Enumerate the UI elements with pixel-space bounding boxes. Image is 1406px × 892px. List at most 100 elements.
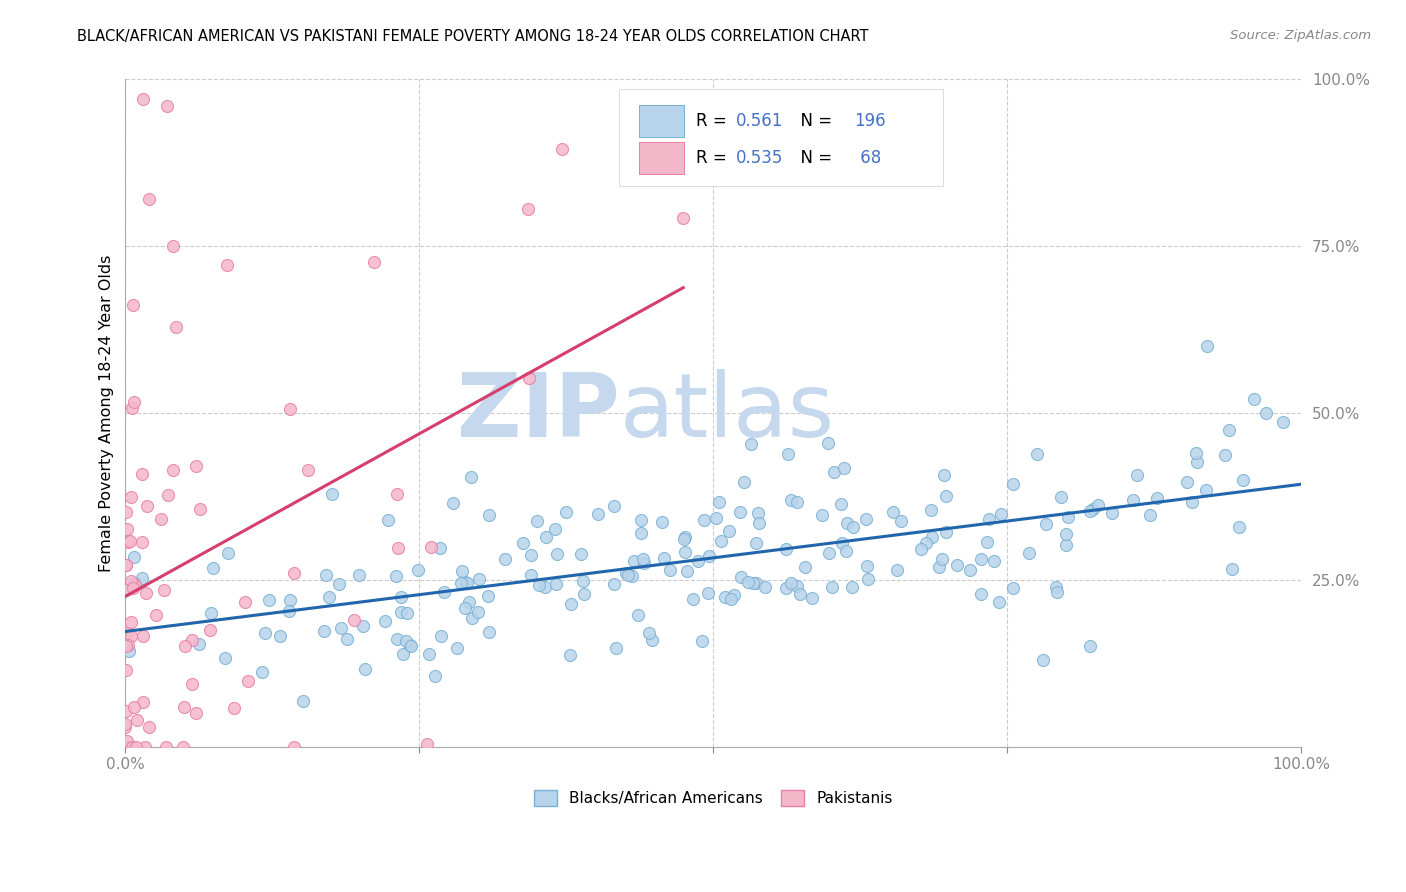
Point	[1122, 493, 1144, 508]
Point	[114, 639, 136, 653]
Point	[631, 552, 654, 566]
Point	[131, 629, 153, 643]
Point	[114, 739, 136, 754]
Point	[132, 696, 155, 710]
Point	[114, 663, 136, 677]
Point	[131, 467, 153, 482]
Point	[315, 567, 337, 582]
Point	[789, 587, 811, 601]
Point	[283, 566, 305, 580]
Point	[520, 548, 543, 562]
Point	[385, 487, 408, 501]
Point	[1175, 475, 1198, 490]
Point	[114, 558, 136, 572]
Point	[347, 568, 370, 582]
Point	[1197, 339, 1219, 353]
Point	[224, 701, 246, 715]
Point	[173, 639, 195, 653]
Point	[603, 500, 626, 514]
Point	[723, 588, 745, 602]
Point	[740, 436, 762, 450]
Point	[697, 549, 720, 564]
Point	[932, 467, 955, 482]
Text: 0.535: 0.535	[735, 150, 783, 168]
Point	[318, 590, 340, 604]
Point	[858, 572, 880, 586]
Point	[835, 544, 858, 558]
Point	[433, 585, 456, 599]
Point	[1001, 477, 1024, 491]
Text: 68: 68	[855, 150, 880, 168]
Point	[605, 641, 627, 656]
Point	[818, 546, 841, 560]
Point	[775, 581, 797, 595]
Point	[519, 371, 541, 385]
Point	[1232, 474, 1254, 488]
Text: R =: R =	[696, 150, 733, 168]
Point	[131, 571, 153, 585]
Point	[638, 626, 661, 640]
Point	[398, 638, 420, 652]
Point	[1057, 509, 1080, 524]
Point	[250, 665, 273, 680]
Point	[115, 558, 138, 572]
Point	[688, 553, 710, 567]
Point	[352, 618, 374, 632]
Point	[835, 516, 858, 530]
Point	[693, 512, 716, 526]
Point	[114, 720, 136, 734]
Point	[114, 705, 136, 719]
Point	[297, 462, 319, 476]
Point	[457, 594, 479, 608]
Point	[617, 567, 640, 582]
Point	[419, 540, 441, 554]
Point	[920, 503, 942, 517]
Point	[131, 535, 153, 549]
Point	[430, 628, 453, 642]
Point	[1220, 561, 1243, 575]
Point	[569, 547, 592, 561]
Text: atlas: atlas	[620, 369, 835, 457]
Point	[931, 551, 953, 566]
Point	[377, 513, 399, 527]
Point	[200, 623, 222, 637]
Point	[418, 648, 440, 662]
Point	[389, 590, 412, 604]
Point	[855, 512, 877, 526]
Point	[830, 497, 852, 511]
Point	[153, 583, 176, 598]
Point	[856, 558, 879, 573]
Point	[616, 566, 638, 580]
Point	[1101, 506, 1123, 520]
Point	[278, 604, 301, 618]
Point	[627, 608, 650, 623]
Point	[1139, 508, 1161, 523]
Point	[672, 211, 695, 225]
Point	[910, 541, 932, 556]
Point	[494, 552, 516, 566]
Point	[886, 562, 908, 576]
Point	[257, 592, 280, 607]
Point	[336, 632, 359, 646]
Point	[314, 624, 336, 639]
Point	[460, 470, 482, 484]
Point	[118, 644, 141, 658]
Point	[406, 563, 429, 577]
Point	[330, 621, 353, 635]
Point	[748, 516, 770, 530]
Point	[704, 511, 727, 525]
Point	[745, 575, 768, 590]
Point	[135, 586, 157, 600]
Point	[842, 520, 865, 534]
Point	[115, 522, 138, 536]
Text: 196: 196	[855, 112, 886, 130]
FancyBboxPatch shape	[640, 143, 685, 175]
Point	[720, 591, 742, 606]
Point	[114, 505, 136, 519]
Point	[162, 463, 184, 477]
Point	[328, 577, 350, 591]
Point	[425, 668, 447, 682]
Point	[441, 496, 464, 510]
Point	[291, 693, 314, 707]
Point	[588, 507, 610, 521]
